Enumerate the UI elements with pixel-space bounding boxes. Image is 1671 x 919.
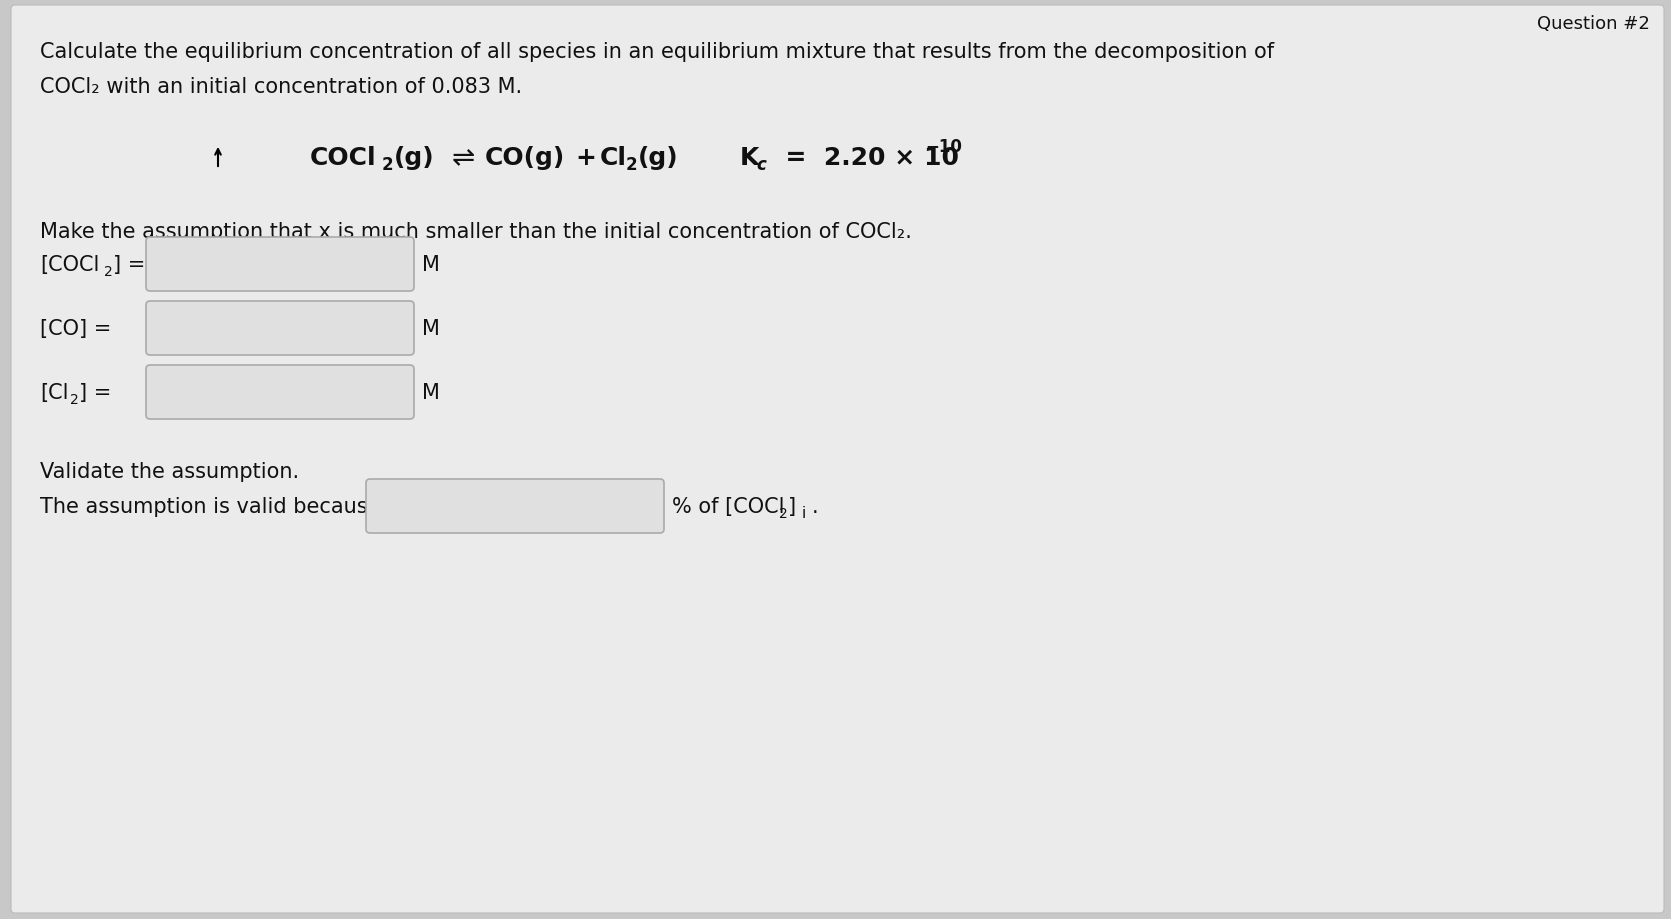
- Text: [Cl: [Cl: [40, 382, 69, 403]
- Text: % of [COCl: % of [COCl: [672, 496, 784, 516]
- Text: +: +: [575, 146, 597, 170]
- Text: c: c: [755, 156, 765, 174]
- Text: .: .: [812, 496, 819, 516]
- Text: 2: 2: [70, 392, 79, 406]
- Text: 2: 2: [383, 156, 394, 174]
- Text: =  2.20 × 10: = 2.20 × 10: [769, 146, 959, 170]
- Text: i: i: [802, 506, 805, 521]
- Text: 2: 2: [627, 156, 638, 174]
- Text: M: M: [423, 255, 439, 275]
- Text: COCl₂ with an initial concentration of 0.083 M.: COCl₂ with an initial concentration of 0…: [40, 77, 521, 96]
- Text: −10: −10: [926, 138, 962, 156]
- Text: M: M: [423, 382, 439, 403]
- Text: ⇌: ⇌: [451, 144, 475, 172]
- Text: COCl: COCl: [311, 146, 376, 170]
- FancyBboxPatch shape: [12, 6, 1664, 913]
- Text: 2: 2: [779, 506, 787, 520]
- Text: [COCl: [COCl: [40, 255, 99, 275]
- FancyBboxPatch shape: [145, 301, 414, 356]
- FancyBboxPatch shape: [145, 366, 414, 420]
- Text: K: K: [740, 146, 759, 170]
- FancyBboxPatch shape: [145, 238, 414, 291]
- Text: ] =: ] =: [114, 255, 145, 275]
- Text: [CO] =: [CO] =: [40, 319, 112, 338]
- Text: (g): (g): [394, 146, 434, 170]
- Text: ] =: ] =: [79, 382, 112, 403]
- Text: Validate the assumption.: Validate the assumption.: [40, 461, 299, 482]
- Text: CO(g): CO(g): [485, 146, 565, 170]
- Text: (g): (g): [638, 146, 678, 170]
- Text: ]: ]: [789, 496, 795, 516]
- Text: The assumption is valid because x is: The assumption is valid because x is: [40, 496, 423, 516]
- Text: 2: 2: [104, 265, 112, 278]
- Text: M: M: [423, 319, 439, 338]
- Text: Calculate the equilibrium concentration of all species in an equilibrium mixture: Calculate the equilibrium concentration …: [40, 42, 1273, 62]
- Text: Question #2: Question #2: [1537, 15, 1649, 33]
- FancyBboxPatch shape: [366, 480, 663, 533]
- Text: Make the assumption that x is much smaller than the initial concentration of COC: Make the assumption that x is much small…: [40, 221, 912, 242]
- Text: Cl: Cl: [600, 146, 627, 170]
